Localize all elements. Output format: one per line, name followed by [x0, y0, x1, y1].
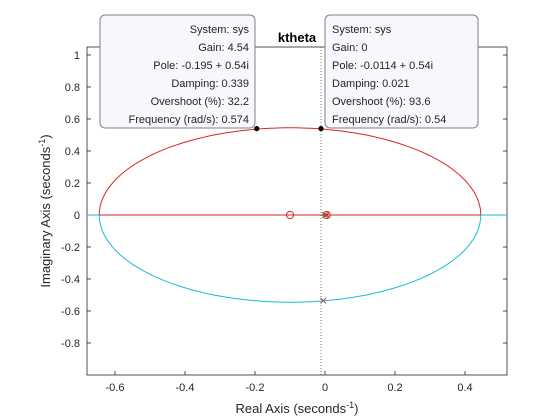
- y-tick-label: -0.4: [61, 274, 80, 286]
- y-tick-label: 0.4: [65, 146, 80, 158]
- datatip-box: [324, 14, 479, 129]
- series: [87, 47, 507, 375]
- pole-marker: [320, 297, 327, 304]
- pole-stroke: [320, 297, 327, 304]
- locus-branch-lower: [98, 215, 482, 303]
- datatip-point: [254, 126, 260, 132]
- x-tick-label: 0: [322, 382, 328, 394]
- y-tick-label: -0.8: [61, 338, 80, 350]
- chart-title: ktheta: [278, 30, 317, 45]
- datatip-line: System: sys: [332, 24, 392, 36]
- datatip-line: Gain: 0: [332, 42, 367, 54]
- datatips[interactable]: System: sys Gain: 4.54 Pole: -0.195 + 0.54…: [99, 14, 479, 132]
- zero-marker: [322, 210, 331, 220]
- datatip-line: Overshoot (%): 93.6: [332, 96, 430, 108]
- zero-marker: [285, 210, 295, 220]
- y-tick-label: 0.2: [65, 178, 80, 190]
- datatip-line: Pole: -0.0114 + 0.54i: [332, 60, 433, 72]
- y-axis-label-sup: -1: [37, 139, 47, 147]
- x-tick-label: 0.4: [457, 382, 472, 394]
- datatip-line: Overshoot (%): 32.2: [151, 96, 249, 108]
- datatip-box: [99, 14, 256, 129]
- x-tick-label: -0.4: [176, 382, 195, 394]
- y-tick-label: 1: [74, 50, 80, 62]
- x-axis-label-end: ): [354, 401, 358, 416]
- datatip-line: Pole: -0.195 + 0.54i: [153, 60, 249, 72]
- y-tick-label: -0.2: [61, 242, 80, 254]
- x-axis-label: Real Axis (seconds-1): [236, 400, 359, 416]
- x-axis-label-sup: -1: [346, 400, 354, 410]
- locus-branch-upper: [98, 127, 482, 215]
- datatip-line: Damping: 0.021: [332, 78, 410, 90]
- y-axis-label: Imaginary Axis (seconds-1): [37, 134, 53, 287]
- y-tick-label: 0: [74, 210, 80, 222]
- datatip-point: [318, 126, 324, 132]
- pole-stroke: [323, 211, 330, 219]
- y-axis-label-end: ): [38, 134, 53, 138]
- datatip-line: Frequency (rad/s): 0.54: [332, 114, 446, 126]
- markers: [285, 210, 331, 304]
- x-tick-label: -0.2: [246, 382, 265, 394]
- x-axis-label-text: Real Axis (seconds: [236, 401, 347, 416]
- pole-stroke: [321, 211, 329, 219]
- datatip[interactable]: System: sys Gain: 4.54 Pole: -0.195 + 0.54…: [99, 14, 260, 132]
- y-tick-label: -0.6: [61, 306, 80, 318]
- datatip-line: System: sys: [190, 24, 250, 36]
- y-axis-label-text: Imaginary Axis (seconds: [38, 146, 53, 287]
- pole-marker: [321, 211, 329, 219]
- y-tick-label: 0.8: [65, 82, 80, 94]
- y-tick-label: 0.6: [65, 114, 80, 126]
- datatip-line: Frequency (rad/s): 0.574: [129, 114, 249, 126]
- datatip-line: Damping: 0.339: [171, 78, 249, 90]
- x-tick-label: -0.6: [106, 382, 125, 394]
- x-tick-label: 0.2: [387, 382, 402, 394]
- datatip-line: Gain: 4.54: [198, 42, 249, 54]
- datatip[interactable]: System: sys Gain: 0 Pole: -0.0114 + 0.54i D…: [318, 14, 479, 132]
- pole-marker: [323, 211, 330, 219]
